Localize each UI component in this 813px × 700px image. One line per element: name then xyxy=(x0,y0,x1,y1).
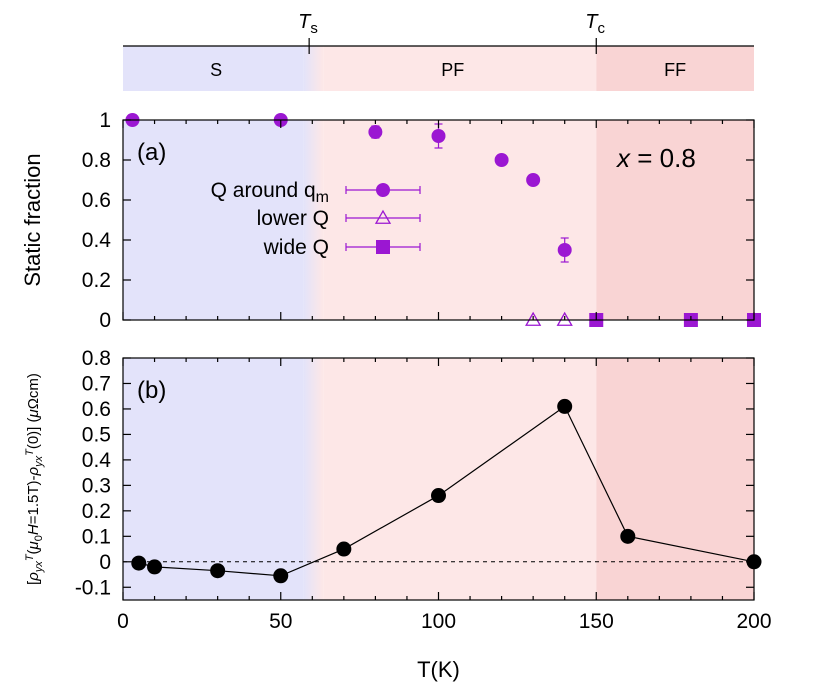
panel-a-ytick-label-3: 0.6 xyxy=(82,189,111,212)
b-point-6 xyxy=(557,398,573,414)
tc-main: T xyxy=(585,11,599,33)
a-point-0-2 xyxy=(368,125,383,139)
ts-label: Ts xyxy=(298,11,318,37)
panel-a-background xyxy=(123,120,754,320)
phase-bar-region-ff xyxy=(596,46,754,91)
phase-marker-tc: Tc xyxy=(585,11,605,37)
a-point-0-4 xyxy=(494,153,509,167)
phase-region-label-ff: FF xyxy=(664,60,686,80)
panel-a-ytick-label-4: 0.8 xyxy=(82,149,111,172)
a-point-0-5 xyxy=(526,173,541,187)
legend-entry-wide-q: wide Q xyxy=(263,236,329,259)
panel-b-region-transition xyxy=(303,358,324,600)
panel-a: 0 0.2 0.4 0.6 0.8 1 (a) x = 0.8 Static fracti… xyxy=(20,109,761,332)
phase-bar-region-pf xyxy=(323,46,597,91)
ts-sub: s xyxy=(310,20,318,37)
b-point-0 xyxy=(131,555,147,571)
legend-entry-q-around-qm: Q around qm xyxy=(211,179,329,206)
legend-symbol-2 xyxy=(376,240,390,254)
panel-b-region-pf xyxy=(323,358,597,600)
panel-a-axes: 0 0.2 0.4 0.6 0.8 1 xyxy=(82,109,755,332)
a-point-0-6 xyxy=(557,243,572,257)
legend-0-sub: m xyxy=(316,189,329,206)
b-point-5 xyxy=(431,488,446,504)
panel-b-xtick-label-1: 50 xyxy=(269,610,292,633)
panel-a-ytick-label-1: 0.2 xyxy=(82,269,111,292)
panel-a-region-pf xyxy=(323,120,597,320)
panel-b-ytick-label-6: 0.5 xyxy=(82,423,111,446)
tc-label: Tc xyxy=(585,11,605,37)
panel-b-xtick-label-0: 0 xyxy=(117,610,129,633)
panel-b-region-ff xyxy=(596,358,754,600)
b-point-2 xyxy=(210,563,226,579)
panel-a-ylabel: Static fraction xyxy=(20,153,45,286)
panel-a-region-transition xyxy=(303,120,324,320)
panel-b-axes: -0.100.10.20.30.40.50.60.70.80 50 100 150 20… xyxy=(75,347,772,633)
phase-bar: S PF FF xyxy=(123,38,754,91)
panel-b-ytick-label-2: 0.1 xyxy=(82,525,111,548)
b-point-3 xyxy=(273,568,289,584)
panel-b-ytick-label-8: 0.7 xyxy=(82,372,111,395)
b-point-1 xyxy=(147,559,163,575)
panel-b-ytick-label-3: 0.2 xyxy=(82,500,111,523)
phase-bar-region-s xyxy=(123,46,304,91)
panel-b-label: (b) xyxy=(137,377,166,404)
phase-marker-ts: Ts xyxy=(298,11,318,37)
panel-a-ytick-label-0: 0 xyxy=(99,309,111,332)
panel-a-region-s xyxy=(123,120,304,320)
panel-a-label: (a) xyxy=(137,139,166,166)
panel-b-xlabel: T(K) xyxy=(417,657,460,682)
phase-region-label-s: S xyxy=(210,60,222,80)
panel-b-ytick-label-9: 0.8 xyxy=(82,347,111,370)
panel-b-ytick-label-0: -0.1 xyxy=(75,576,111,599)
annotation-var: x xyxy=(615,143,631,173)
panel-a-annotation: x = 0.8 xyxy=(615,143,696,173)
legend-symbol-1 xyxy=(374,209,392,224)
panel-b-marks xyxy=(123,398,762,584)
panel-b-background xyxy=(123,358,754,600)
a-point-1-1 xyxy=(556,311,573,326)
panel-b-ytick-label-5: 0.4 xyxy=(82,449,112,472)
phase-bar-region-transition xyxy=(303,46,324,91)
b-point-7 xyxy=(620,528,636,544)
legend-entry-lower-q: lower Q xyxy=(257,207,329,230)
panel-b-ytick-label-7: 0.6 xyxy=(82,398,111,421)
panel-b-xtick-label-3: 150 xyxy=(579,610,614,633)
panel-b: -0.100.10.20.30.40.50.60.70.80 50 100 150 20… xyxy=(24,347,772,682)
tc-sub: c xyxy=(597,20,605,37)
panel-b-ytick-label-4: 0.3 xyxy=(82,474,111,497)
legend-0-main: Q around q xyxy=(211,179,316,202)
a-point-1-0 xyxy=(525,311,542,326)
panel-a-ytick-label-5: 1 xyxy=(99,109,111,132)
phase-region-label-pf: PF xyxy=(441,60,464,80)
b-point-4 xyxy=(336,541,352,557)
panel-a-legend: Q around qm lower Q wide Q xyxy=(211,179,421,259)
legend-symbols xyxy=(345,183,421,254)
ts-main: T xyxy=(298,11,312,33)
panel-b-ylabel: [ρyxT(μ0H=1.5T)-ρyxT(0)] (μΩcm) xyxy=(24,373,45,585)
panel-b-xtick-label-4: 200 xyxy=(736,610,771,633)
panel-b-xtick-label-2: 100 xyxy=(421,610,456,633)
legend-symbol-0 xyxy=(376,183,390,197)
panel-b-ytick-label-1: 0 xyxy=(99,551,111,574)
panel-a-region-ff xyxy=(596,120,754,320)
annotation-rest: = 0.8 xyxy=(630,143,696,173)
a-point-0-3 xyxy=(431,129,446,143)
panel-a-ytick-label-2: 0.4 xyxy=(82,229,112,252)
